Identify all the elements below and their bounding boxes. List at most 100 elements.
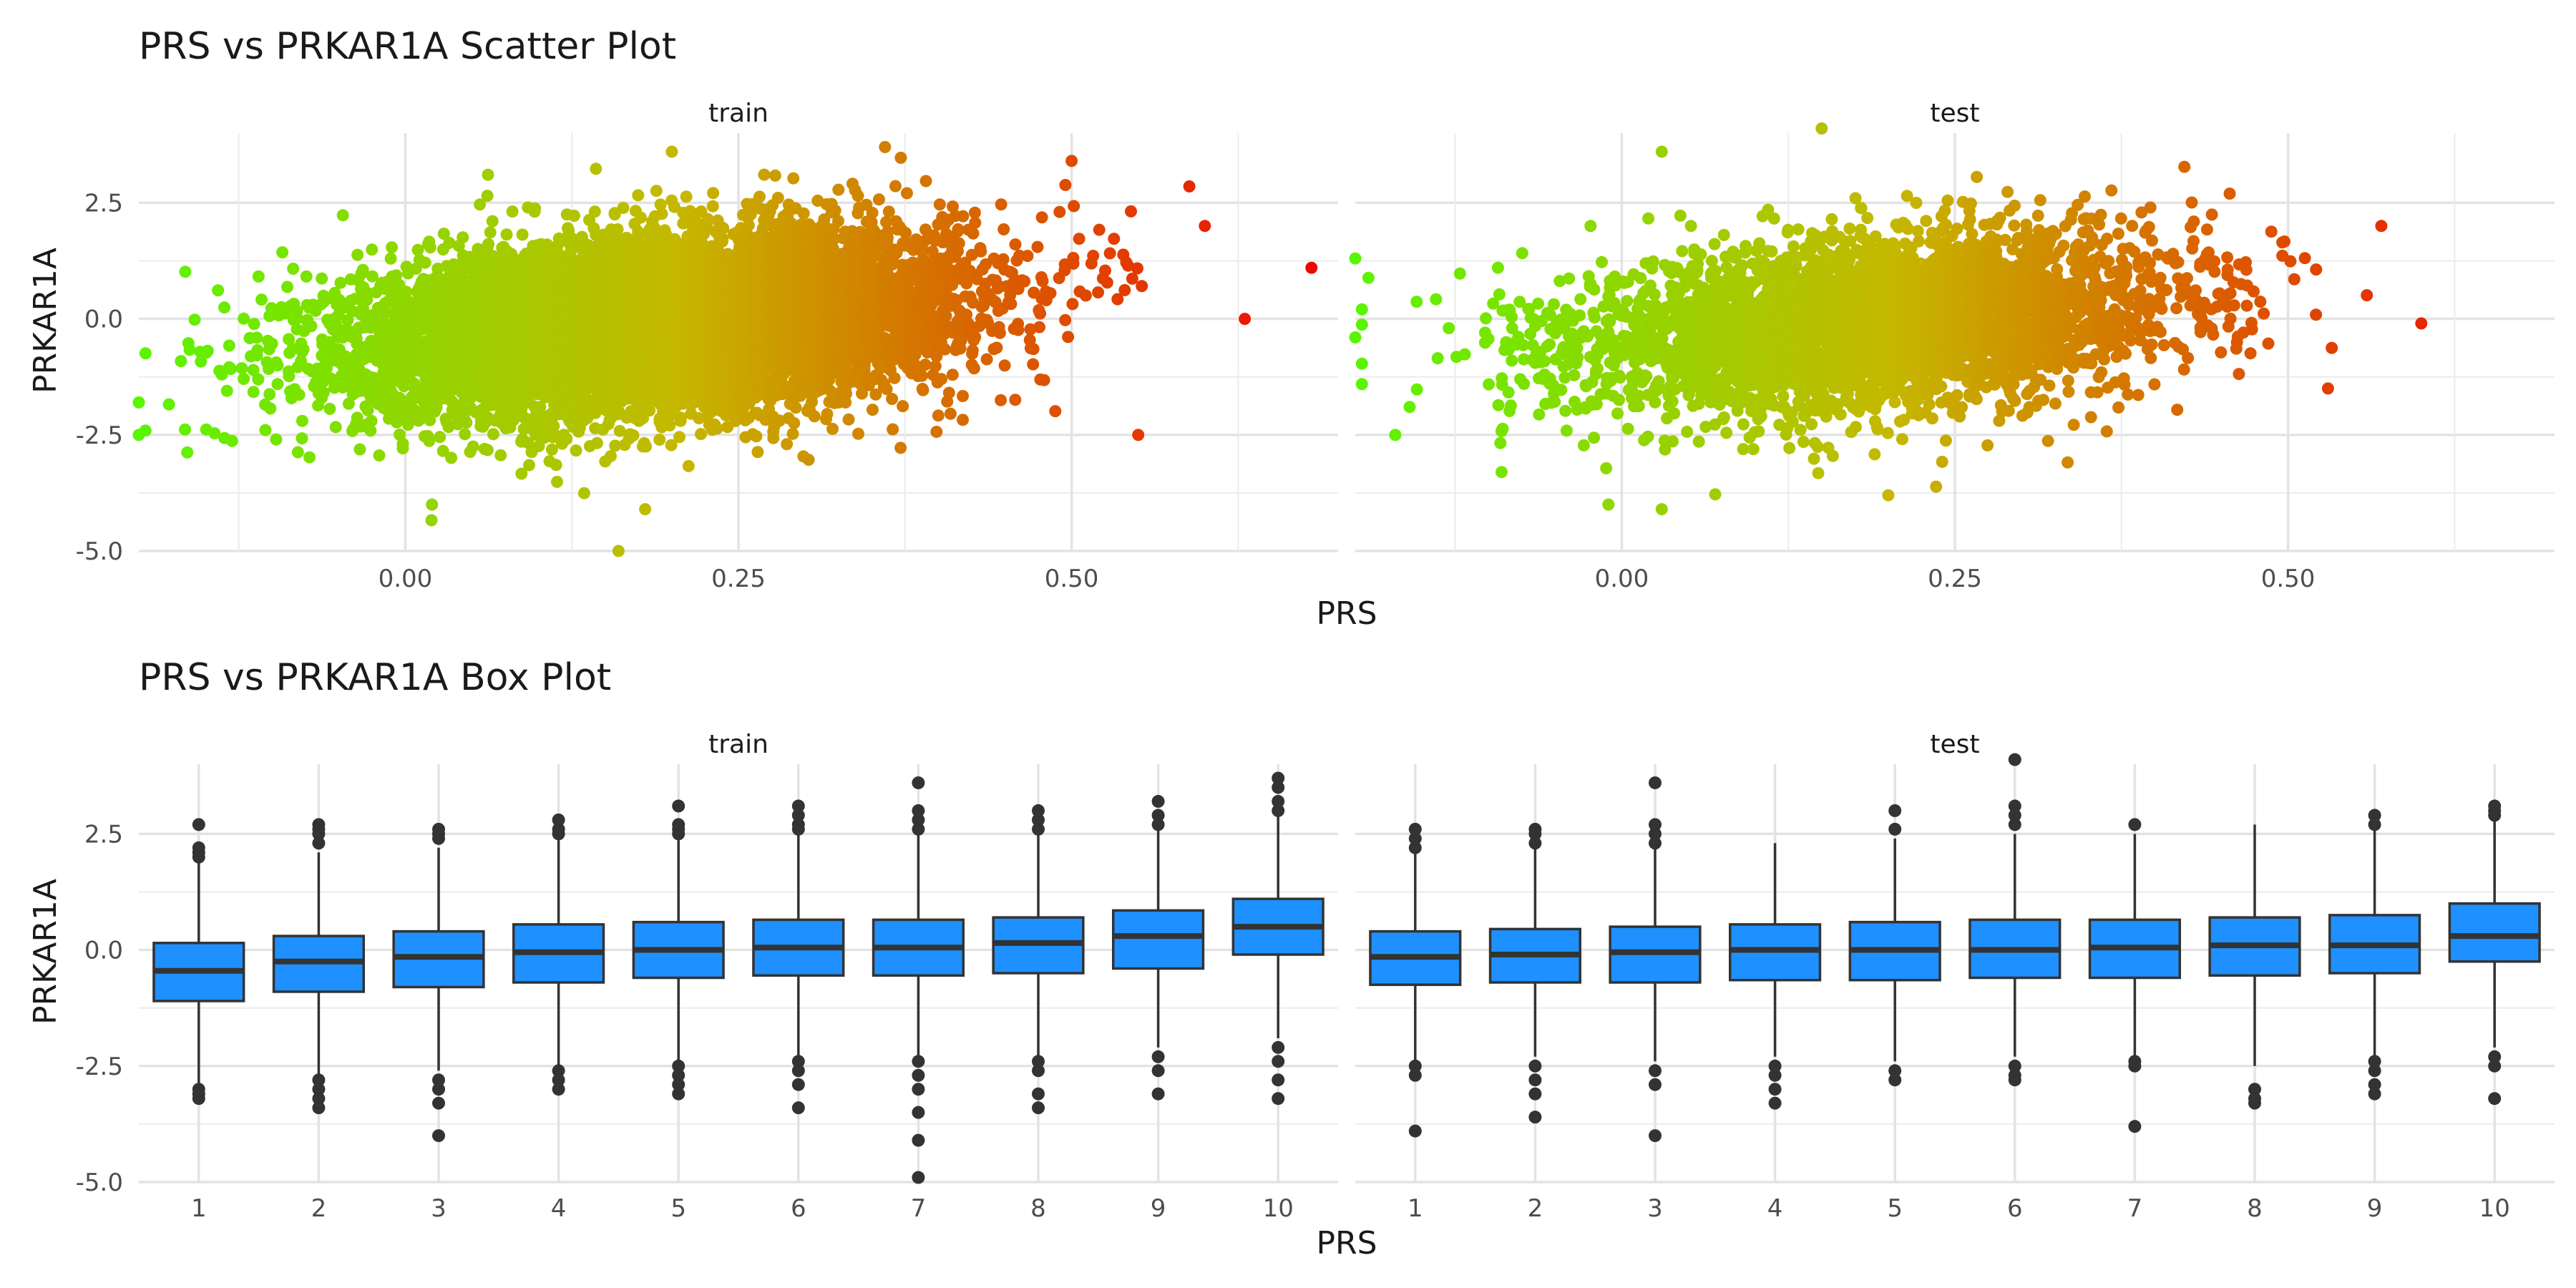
scatter-point: [570, 444, 582, 457]
scatter-point: [293, 389, 306, 401]
scatter-point: [296, 414, 308, 427]
scatter-point: [264, 402, 277, 415]
scatter-point: [437, 228, 450, 240]
scatter-strip-train: train: [708, 99, 769, 128]
scatter-point: [426, 498, 439, 511]
scatter-point: [208, 427, 221, 439]
scatter-point: [317, 386, 330, 399]
scatter-point: [640, 440, 653, 453]
scatter-point: [411, 243, 424, 256]
scatter-point: [627, 429, 640, 441]
scatter-point: [223, 339, 235, 352]
scatter-point: [179, 265, 192, 278]
scatter-point: [295, 355, 307, 368]
scatter-point: [393, 391, 406, 404]
scatter-point: [560, 432, 573, 445]
scatter-point: [430, 401, 443, 414]
scatter-point: [434, 431, 447, 444]
scatter-point: [251, 343, 264, 356]
scatter-point: [351, 248, 364, 261]
scatter-point: [247, 386, 260, 399]
scatter-point: [390, 269, 403, 282]
scatter-point: [323, 402, 336, 415]
scatter-point: [255, 293, 268, 306]
scatter-point: [215, 368, 228, 381]
scatter-point: [373, 449, 386, 462]
scatter-point: [252, 373, 265, 386]
scatter-point: [263, 388, 276, 401]
scatter-point: [235, 362, 248, 375]
scatter-point: [283, 333, 296, 346]
scatter-point: [296, 432, 308, 445]
scatter-point: [356, 263, 369, 276]
scatter-point: [424, 241, 436, 254]
scatter-point: [316, 272, 328, 285]
scatter-point: [401, 419, 414, 431]
scatter-point: [590, 162, 602, 175]
scatter-point: [218, 301, 230, 314]
scatter-strip-test: test: [1930, 99, 1979, 128]
scatter-point: [238, 312, 250, 325]
scatter-point: [577, 487, 590, 499]
scatter-point: [481, 190, 494, 203]
scatter-point: [482, 168, 494, 181]
scatter-point: [276, 246, 289, 259]
scatter-point: [201, 344, 214, 357]
scatter-point: [259, 424, 272, 436]
scatter-point: [635, 211, 647, 224]
scatter-point: [250, 331, 263, 344]
scatter-point: [605, 450, 617, 462]
scatter-point: [442, 421, 455, 434]
scatter-point: [650, 185, 663, 197]
scatter-point: [212, 284, 225, 297]
scatter-point: [663, 419, 676, 431]
scatter-point: [347, 374, 360, 386]
scatter-point: [265, 302, 278, 315]
scatter-point: [639, 503, 652, 516]
scatter-point: [162, 398, 175, 411]
scatter-point: [271, 359, 284, 372]
scatter-point: [188, 313, 201, 326]
scatter-point: [361, 404, 374, 416]
scatter-point: [336, 302, 348, 315]
scatter-point: [494, 449, 507, 462]
scatter-point: [342, 397, 355, 410]
scatter-point: [423, 434, 436, 447]
scatter-point: [550, 459, 562, 472]
scatter-point: [183, 343, 196, 356]
scatter-point: [653, 434, 666, 446]
scatter-point: [179, 423, 191, 436]
scatter-point: [617, 202, 630, 214]
scatter-point: [467, 440, 479, 453]
scatter-point: [330, 318, 343, 331]
scatter-point: [225, 434, 238, 447]
scatter-point: [400, 286, 413, 298]
scatter-point: [139, 424, 152, 437]
scatter-point: [613, 424, 626, 437]
scatter-point: [665, 145, 678, 158]
scatter-point: [366, 270, 379, 283]
scatter-point: [321, 361, 333, 374]
scatter-point: [365, 414, 378, 427]
scatter-point: [287, 263, 300, 275]
scatter-point: [132, 396, 145, 409]
scatter-point: [271, 378, 284, 391]
scatter-point: [248, 318, 260, 331]
scatter-point: [238, 373, 250, 385]
scatter-point: [655, 208, 668, 220]
scatter-point: [364, 424, 377, 437]
scatter-point: [225, 363, 238, 376]
scatter-point: [220, 384, 233, 397]
scatter-point: [291, 312, 303, 325]
scatter-point: [265, 337, 278, 350]
scatter-point: [486, 215, 499, 228]
scatter-panel-train: [132, 133, 1338, 557]
scatter-point: [443, 237, 456, 249]
scatter-point: [460, 416, 473, 429]
scatter-point: [341, 314, 354, 326]
scatter-point: [303, 451, 316, 464]
scatter-point: [506, 205, 519, 218]
scatter-point: [291, 446, 304, 459]
scatter-point: [175, 355, 187, 368]
